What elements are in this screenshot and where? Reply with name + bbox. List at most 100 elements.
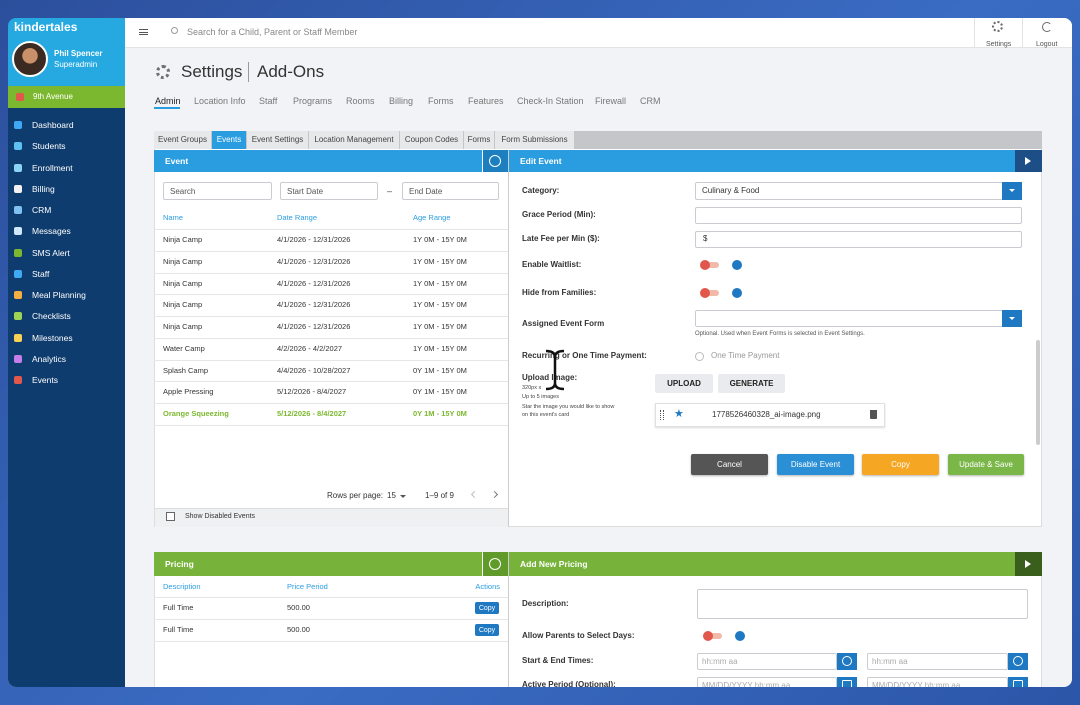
- nav-item[interactable]: Milestones: [32, 333, 73, 343]
- row-divider: [154, 425, 508, 426]
- copy-button[interactable]: Copy: [475, 624, 499, 636]
- nav-item[interactable]: Staff: [32, 269, 50, 279]
- column-header: Actions: [475, 582, 500, 591]
- filter-input[interactable]: [163, 182, 272, 200]
- cell[interactable]: Ninja Camp: [163, 278, 203, 288]
- tab[interactable]: Programs: [293, 96, 333, 106]
- subtab[interactable]: Event Groups: [154, 131, 211, 149]
- nav-item[interactable]: Enrollment: [32, 163, 73, 173]
- toggle[interactable]: [704, 633, 722, 639]
- action-button[interactable]: Disable Event: [777, 454, 854, 475]
- subtab[interactable]: Events: [212, 131, 246, 149]
- panel-divider: [508, 150, 509, 527]
- search-icon: [171, 27, 178, 34]
- date-input[interactable]: [867, 677, 1008, 687]
- copy-button[interactable]: Copy: [475, 602, 499, 614]
- date-input[interactable]: [697, 653, 837, 670]
- late-fee-input[interactable]: [695, 231, 1022, 248]
- tab[interactable]: Firewall: [595, 96, 627, 106]
- select-caret: [1009, 189, 1015, 195]
- event-title: Event: [165, 156, 189, 166]
- search-box[interactable]: Search for a Child, Parent or Staff Memb…: [187, 27, 358, 37]
- rows-per-page[interactable]: 15: [387, 491, 396, 500]
- filter-input[interactable]: [402, 182, 499, 200]
- date-input[interactable]: [697, 677, 837, 687]
- cell: Full Time: [163, 625, 194, 634]
- nav-icon: [14, 312, 22, 320]
- date-input[interactable]: [867, 653, 1008, 670]
- filter-input[interactable]: [280, 182, 378, 200]
- action-button[interactable]: Update & Save: [948, 454, 1024, 475]
- column-header: Description: [163, 582, 201, 591]
- tab[interactable]: CRM: [640, 96, 661, 106]
- cell: 4/1/2026 - 12/31/2026: [277, 235, 351, 244]
- subtab[interactable]: Forms: [464, 131, 494, 149]
- nav-item[interactable]: CRM: [32, 205, 52, 215]
- cell[interactable]: Orange Squeezing: [163, 409, 229, 418]
- cell[interactable]: Water Camp: [163, 343, 205, 353]
- file-name: 1778526460328_ai-image.png: [712, 410, 821, 419]
- cell[interactable]: Ninja Camp: [163, 256, 203, 266]
- cell[interactable]: Apple Pressing: [163, 387, 214, 397]
- picker-button[interactable]: [837, 677, 857, 687]
- new-pricing-header: [509, 552, 1015, 576]
- menu-icon[interactable]: [139, 29, 148, 35]
- row-divider: [154, 316, 508, 317]
- tab[interactable]: Location Info: [194, 96, 246, 106]
- nav-item[interactable]: Messages: [32, 226, 71, 236]
- field-label: Description:: [522, 599, 569, 608]
- subtab[interactable]: Form Submissions: [495, 131, 574, 149]
- nav-item[interactable]: Meal Planning: [32, 290, 86, 300]
- upload-button[interactable]: UPLOAD: [655, 374, 713, 393]
- nav-item[interactable]: Analytics: [32, 354, 67, 364]
- tab[interactable]: Staff: [259, 96, 278, 106]
- nav-item[interactable]: Students: [32, 141, 66, 151]
- logout-icon: [1042, 22, 1052, 32]
- info-icon: [735, 631, 745, 641]
- description-input[interactable]: [697, 589, 1028, 619]
- form-select[interactable]: [695, 310, 1022, 327]
- cell: 1Y 0M - 15Y 0M: [413, 322, 467, 331]
- cell[interactable]: Ninja Camp: [163, 235, 203, 244]
- filter-dash: –: [387, 186, 393, 196]
- subtab[interactable]: Location Management: [309, 131, 399, 149]
- cell: 1Y 0M - 15Y 0M: [413, 278, 467, 288]
- nav-item[interactable]: Checklists: [32, 311, 71, 321]
- subtab[interactable]: Event Settings: [247, 131, 308, 149]
- tab[interactable]: Billing: [389, 96, 414, 106]
- picker-button[interactable]: [1008, 677, 1028, 687]
- generate-button[interactable]: GENERATE: [718, 374, 785, 393]
- scrollbar: [1036, 340, 1040, 445]
- nav-icon: [14, 142, 22, 150]
- cell: 1Y 0M - 15Y 0M: [413, 235, 467, 244]
- radio[interactable]: [695, 352, 704, 361]
- grace-input[interactable]: [695, 207, 1022, 224]
- info-icon: [732, 288, 742, 298]
- checkbox[interactable]: [166, 512, 175, 521]
- cell[interactable]: Ninja Camp: [163, 300, 203, 310]
- tab[interactable]: Rooms: [346, 96, 375, 106]
- toggle[interactable]: [701, 262, 719, 268]
- nav-item[interactable]: Billing: [32, 184, 55, 194]
- action-button[interactable]: Cancel: [691, 454, 768, 475]
- nav-item[interactable]: Events: [32, 375, 58, 385]
- nav-item[interactable]: SMS Alert: [32, 248, 70, 258]
- action-button[interactable]: Copy: [862, 454, 939, 475]
- tab[interactable]: Admin: [155, 96, 181, 106]
- cell[interactable]: Ninja Camp: [163, 322, 203, 331]
- tab[interactable]: Forms: [428, 96, 454, 106]
- settings-link[interactable]: Settings: [986, 41, 1012, 48]
- cell: 1Y 0M - 15Y 0M: [413, 343, 467, 353]
- nav-item[interactable]: Dashboard: [32, 120, 74, 130]
- row-divider: [154, 403, 508, 404]
- cell[interactable]: Splash Camp: [163, 365, 209, 375]
- tab[interactable]: Check-In Station: [517, 96, 584, 106]
- location: 9th Avenue: [33, 92, 73, 101]
- row-divider: [154, 272, 508, 274]
- logout-link[interactable]: Logout: [1036, 41, 1058, 48]
- subtab[interactable]: Coupon Codes: [400, 131, 463, 149]
- tab[interactable]: Features: [468, 96, 504, 106]
- cell: 4/1/2026 - 12/31/2026: [277, 256, 351, 266]
- delete-icon[interactable]: [870, 410, 877, 419]
- toggle[interactable]: [701, 290, 719, 296]
